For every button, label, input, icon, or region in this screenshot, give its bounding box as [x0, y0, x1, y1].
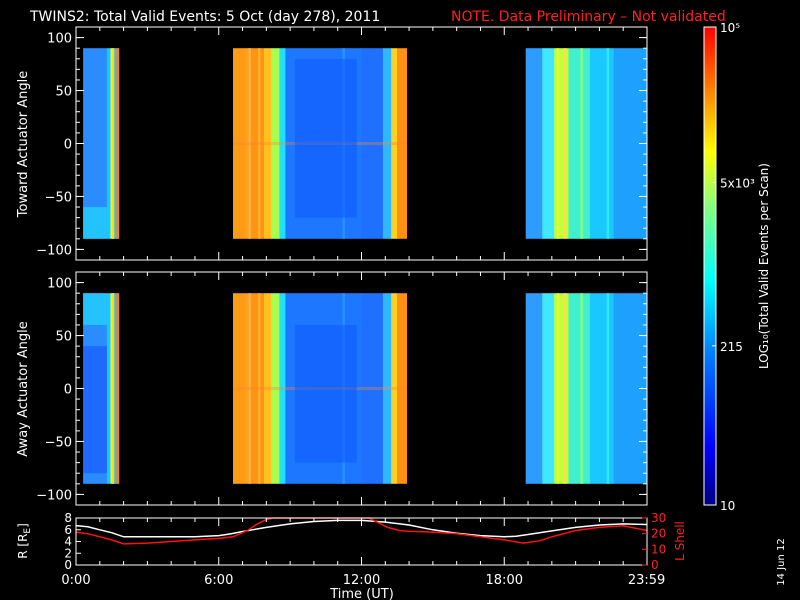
colorbar-tick-label: 5x10³ [720, 176, 755, 190]
heatmap-strip [361, 293, 384, 484]
heatmap-patch [294, 324, 357, 463]
y-tick-label: −100 [36, 243, 72, 258]
date-stamp: 14 Jun 12 [776, 538, 787, 585]
orbit-left-tick-label: 8 [64, 511, 72, 525]
x-axis-label: Time (UT) [329, 587, 394, 600]
heatmap-strip [554, 48, 569, 239]
y-tick-label: 0 [64, 383, 72, 398]
x-tick-label: 18:00 [486, 573, 523, 588]
heatmap-patch [83, 293, 107, 325]
l-shell-line [75, 517, 648, 545]
heatmap-strip [397, 293, 407, 484]
heatmap-stripe [111, 48, 115, 239]
heatmap-strip [83, 293, 108, 484]
toward-ylabel: Toward Actuator Angle [16, 71, 31, 218]
heatmap-strip [264, 293, 272, 484]
y-tick-label: −100 [36, 488, 72, 503]
heatmap-strip [382, 48, 392, 239]
heatmap-strip [361, 48, 384, 239]
orbit-right-tick-label: 0 [651, 558, 659, 572]
heatmap-stripe [248, 48, 251, 239]
y-tick-label: 50 [55, 330, 72, 345]
colorbar-label: LOG₁₀(Total Valid Events per Scan) [757, 163, 771, 369]
heatmap-strip [244, 293, 250, 484]
toward-heatmap [83, 48, 648, 239]
heatmap-strip [382, 293, 392, 484]
colorbar-ticks: 10⁵ 5x10³ 215 10 [712, 21, 755, 513]
heatmap-stripe [116, 293, 119, 484]
x-tick-label: 12:00 [343, 573, 380, 588]
colorbar-tick-label: 215 [720, 340, 743, 354]
heatmap-stripe [258, 48, 261, 239]
heatmap-strip [249, 293, 265, 484]
heatmap-strip [264, 48, 272, 239]
x-tick-label: 6:00 [204, 573, 233, 588]
plot-title: TWINS2: Total Valid Events: 5 Oct (day 2… [29, 9, 380, 25]
heatmap-strip [106, 48, 111, 239]
heatmap-stripe [580, 48, 583, 239]
heatmap-stripe [563, 48, 567, 239]
heatmap-strip [391, 48, 398, 239]
heatmap-patch [83, 207, 107, 239]
heatmap-strip [525, 48, 543, 239]
away-ylabel: Away Actuator Angle [16, 321, 31, 456]
colorbar [703, 26, 717, 506]
heatmap-strip [568, 48, 591, 239]
heatmap-stripe [580, 293, 583, 484]
heatmap-patch [294, 58, 357, 218]
y-tick-label: 50 [55, 85, 72, 100]
preliminary-note: NOTE. Data Preliminary – Not validated [451, 9, 726, 25]
y-tick-label: −50 [45, 435, 72, 450]
heatmap-strip [589, 293, 614, 484]
y-tick-label: 100 [47, 32, 72, 47]
orbit-left-tick-label: 6 [64, 523, 72, 537]
heatmap-stripe [556, 293, 560, 484]
away-heatmap [83, 293, 648, 484]
heatmap-stripe [563, 293, 567, 484]
orbit-right-tick-label: 30 [651, 511, 666, 525]
heatmap-stripe [258, 293, 261, 484]
heatmap-strip [271, 48, 280, 239]
orbit-left-tick-label: 0 [64, 558, 72, 572]
colorbar-tick-label: 10 [720, 499, 735, 513]
heatmap-strip [233, 48, 246, 239]
heatmap-stripe [606, 293, 610, 484]
x-tick-label: 23:59 [628, 573, 665, 588]
heatmap-strip [83, 48, 108, 239]
heatmap-strip [397, 48, 407, 239]
heatmap-stripe [116, 48, 119, 239]
heatmap-strip [249, 48, 265, 239]
heatmap-strip [554, 293, 569, 484]
heatmap-strip [271, 293, 280, 484]
heatmap-strip [589, 48, 614, 239]
heatmap-strip [279, 293, 286, 484]
heatmap-strip [542, 293, 555, 484]
heatmap-patch [83, 346, 107, 474]
heatmap-strip [233, 293, 246, 484]
colorbar-tick-label: 10⁵ [720, 21, 740, 35]
orbit-ylabel-right: L Shell [673, 521, 687, 561]
heatmap-strip [391, 293, 398, 484]
heatmap-strip [525, 293, 543, 484]
y-tick-label: 0 [64, 138, 72, 153]
heatmap-stripe [606, 48, 610, 239]
heatmap-strip [106, 293, 111, 484]
heatmap-stripe [111, 293, 115, 484]
heatmap-strip [244, 48, 250, 239]
orbit-left-tick-label: 2 [64, 546, 72, 560]
heatmap-stripe [248, 293, 251, 484]
x-tick-label: 0:00 [61, 573, 90, 588]
heatmap-strip [568, 293, 591, 484]
y-tick-label: −50 [45, 190, 72, 205]
heatmap-strip [279, 48, 286, 239]
orbit-right-tick-label: 20 [651, 527, 666, 541]
orbit-left-tick-label: 4 [64, 535, 72, 549]
orbit-right-tick-label: 10 [651, 542, 666, 556]
heatmap-strip [542, 48, 555, 239]
y-tick-label: 100 [47, 277, 72, 292]
orbit-ylabel-left: R [RE] [16, 523, 33, 559]
heatmap-stripe [556, 48, 560, 239]
